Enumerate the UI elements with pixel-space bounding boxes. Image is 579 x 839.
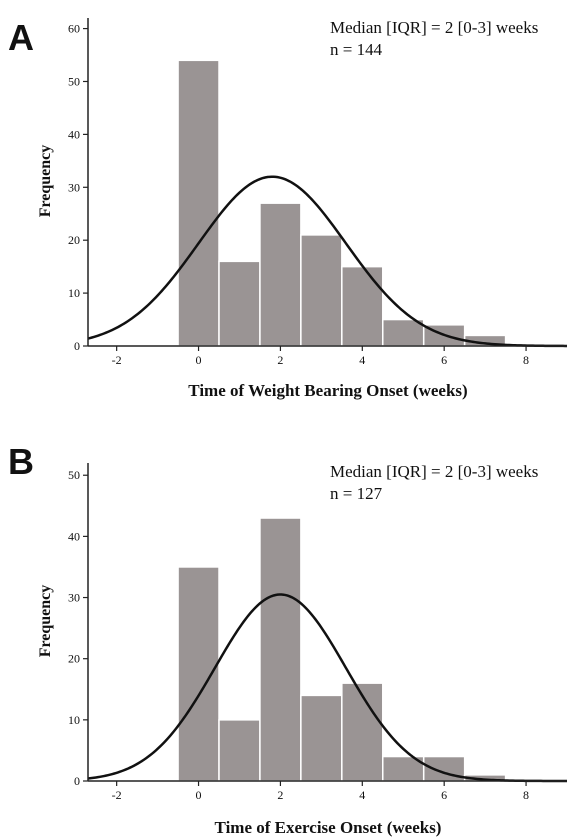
panel-a-bar <box>341 265 384 347</box>
panel-a: A Median [IQR] = 2 [0-3] weeks n = 144 0… <box>8 17 567 400</box>
panel-b-x-tick-label: 8 <box>523 788 529 802</box>
panel-b-x-tick-label: -2 <box>112 788 122 802</box>
panel-b: B Median [IQR] = 2 [0-3] weeks n = 127 0… <box>8 441 567 837</box>
panel-a-y-tick-label: 20 <box>68 233 80 247</box>
panel-b-y-tick-label: 0 <box>74 774 80 788</box>
panel-b-x-tick-label: 4 <box>359 788 365 802</box>
panel-a-y-tick-label: 40 <box>68 127 80 141</box>
panel-b-y-axis-title: Frequency <box>37 585 54 658</box>
panel-b-x-ticks: -2 0 2 4 6 8 <box>112 781 529 802</box>
panel-b-letter: B <box>8 441 34 482</box>
panel-b-x-axis-title: Time of Exercise Onset (weeks) <box>215 818 442 837</box>
panel-b-bar <box>177 566 220 782</box>
panel-a-y-ticks: 0 10 20 30 40 50 60 <box>68 22 88 353</box>
panel-a-bars <box>177 59 507 347</box>
panel-b-y-ticks: 0 10 20 30 40 50 <box>68 468 88 788</box>
panel-b-annotation-median: Median [IQR] = 2 [0-3] weeks <box>330 462 538 481</box>
panel-a-x-tick-label: 4 <box>359 353 365 367</box>
panel-a-annotation-median: Median [IQR] = 2 [0-3] weeks <box>330 18 538 37</box>
panel-b-bar <box>259 517 302 782</box>
panel-a-x-tick-label: 0 <box>196 353 202 367</box>
panel-b-x-tick-label: 0 <box>196 788 202 802</box>
panel-b-y-tick-label: 30 <box>68 591 80 605</box>
panel-b-annotation-n: n = 127 <box>330 484 383 503</box>
panel-a-bar <box>177 59 220 347</box>
panel-a-y-tick-label: 30 <box>68 180 80 194</box>
panel-a-bar <box>218 260 261 347</box>
panel-a-bar <box>259 202 302 347</box>
panel-a-x-tick-label: -2 <box>112 353 122 367</box>
panel-a-y-tick-label: 50 <box>68 74 80 88</box>
panel-a-x-ticks: -2 0 2 4 6 8 <box>112 346 529 367</box>
panel-a-y-axis-title: Frequency <box>37 145 54 218</box>
panel-b-x-tick-label: 6 <box>441 788 447 802</box>
panel-a-y-tick-label: 0 <box>74 339 80 353</box>
panel-a-letter: A <box>8 17 34 58</box>
panel-a-x-tick-label: 2 <box>277 353 283 367</box>
panel-b-y-tick-label: 20 <box>68 652 80 666</box>
panel-b-y-tick-label: 50 <box>68 468 80 482</box>
panel-a-normal-curve <box>87 175 567 348</box>
panel-b-bars <box>177 517 507 782</box>
panel-a-bar <box>382 318 425 347</box>
panel-a-annotation-n: n = 144 <box>330 40 383 59</box>
panel-b-bar <box>300 694 343 782</box>
panel-a-x-tick-label: 8 <box>523 353 529 367</box>
panel-b-y-tick-label: 10 <box>68 713 80 727</box>
panel-a-y-tick-label: 10 <box>68 286 80 300</box>
panel-b-bar <box>218 719 261 782</box>
panel-a-x-axis-title: Time of Weight Bearing Onset (weeks) <box>188 381 467 400</box>
panel-a-bar <box>300 234 343 347</box>
panel-b-y-tick-label: 40 <box>68 529 80 543</box>
panel-b-x-tick-label: 2 <box>277 788 283 802</box>
panel-a-x-tick-label: 6 <box>441 353 447 367</box>
panel-a-y-tick-label: 60 <box>68 22 80 36</box>
panel-b-normal-curve <box>87 593 567 783</box>
